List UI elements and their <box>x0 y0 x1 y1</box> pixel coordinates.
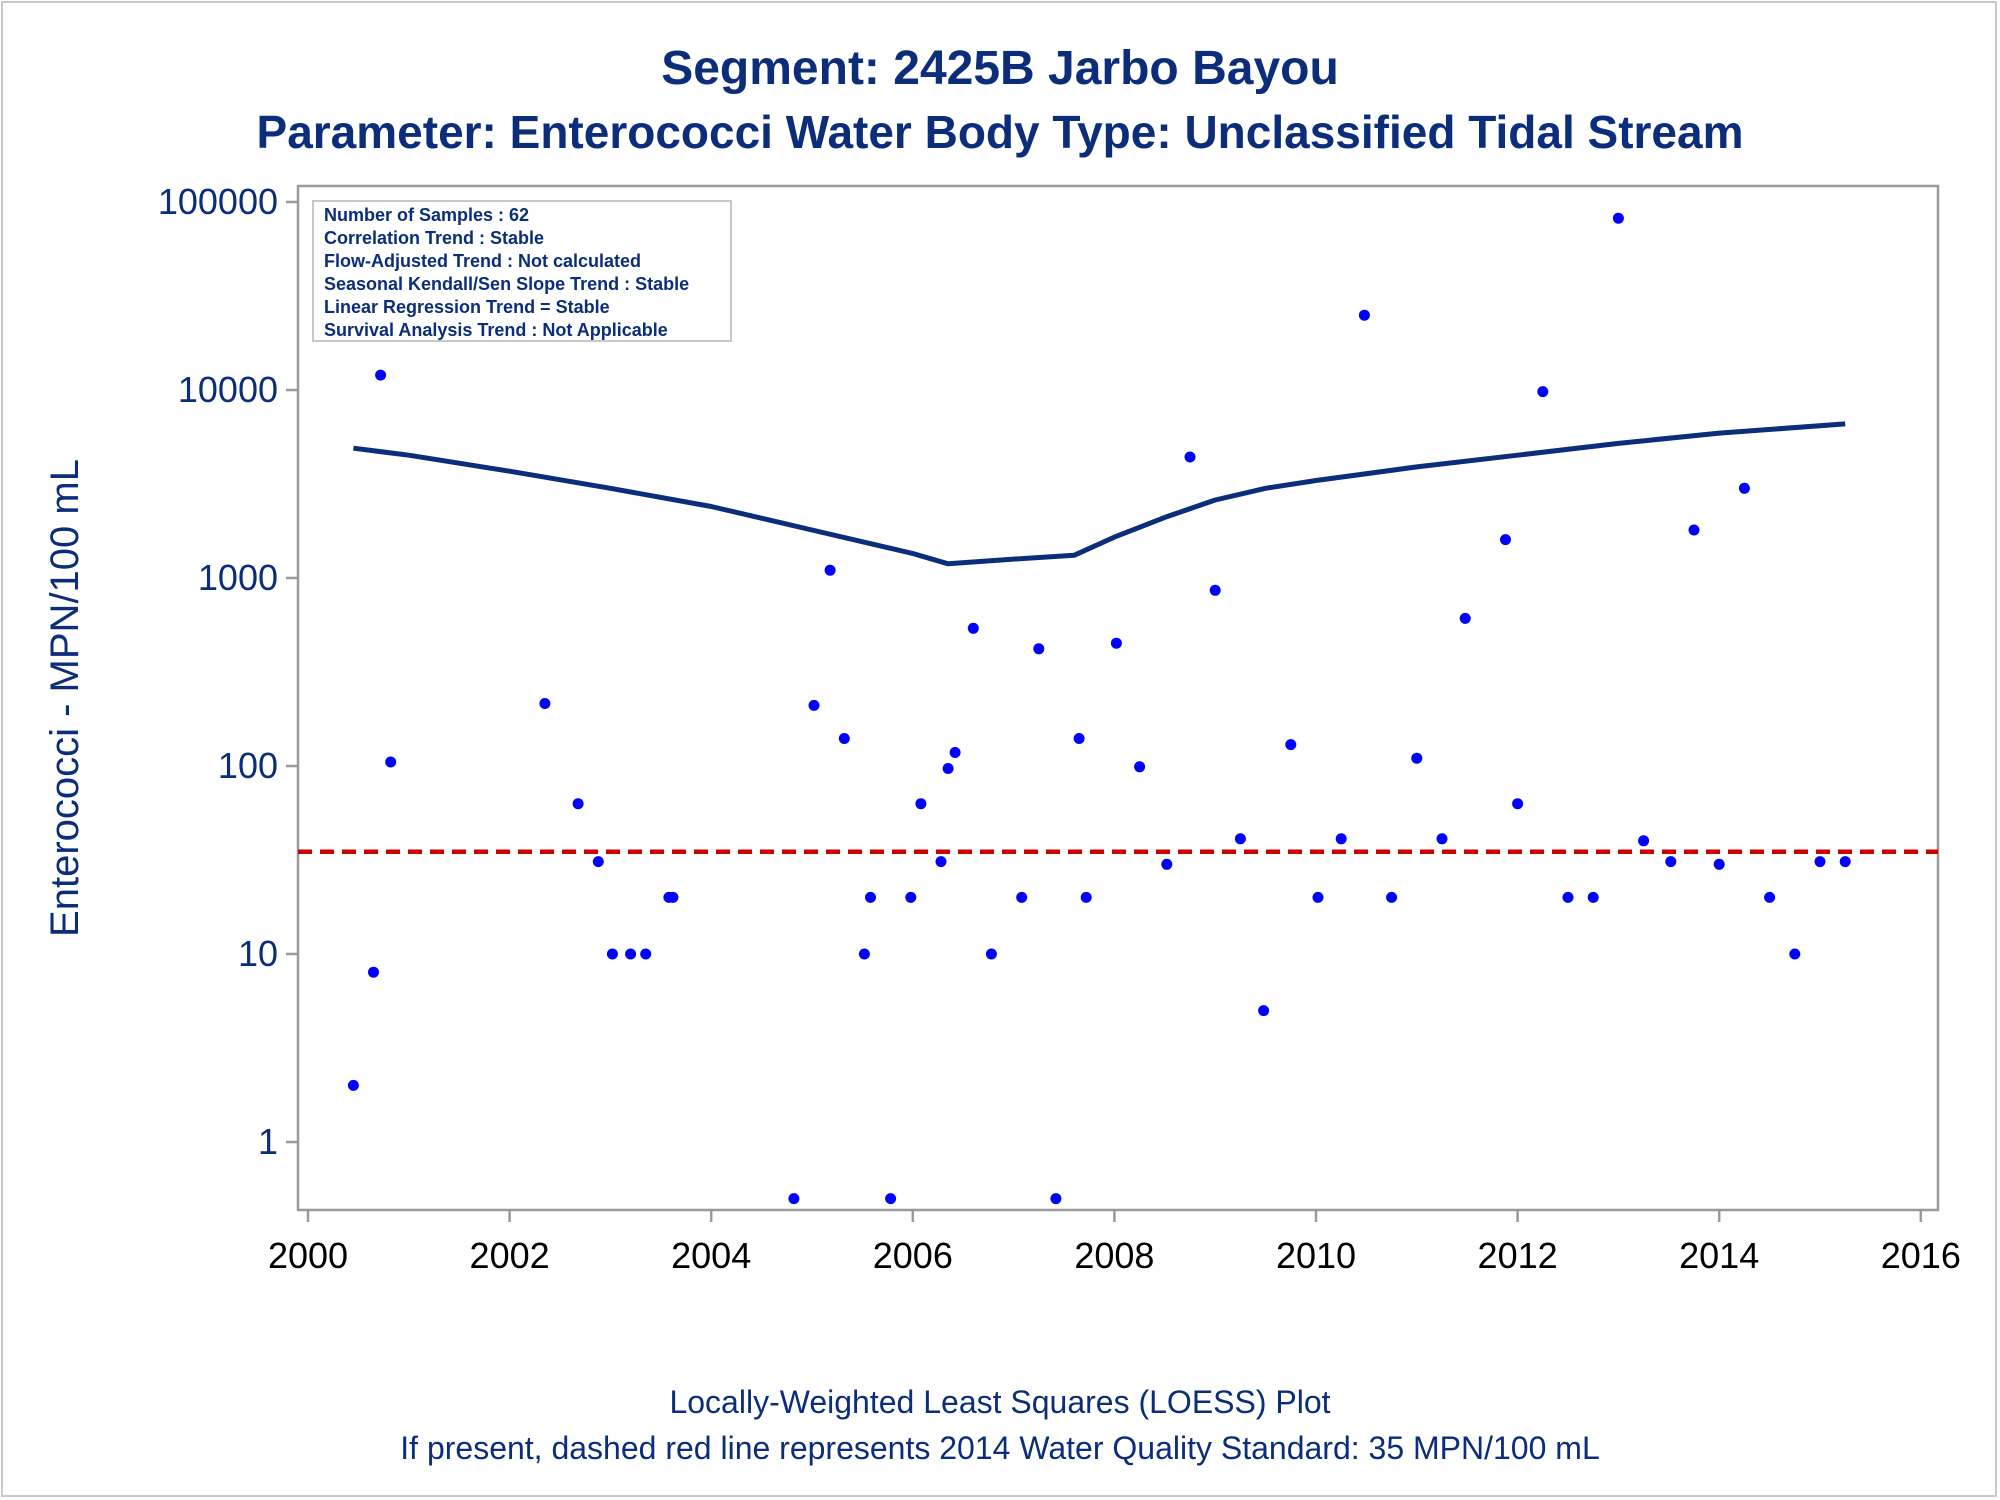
sample-point <box>1500 534 1511 546</box>
sample-point <box>1073 733 1085 744</box>
sample-point <box>375 369 387 381</box>
chart-title: Segment: 2425B Jarbo Bayou <box>661 42 1339 95</box>
sample-point <box>625 948 637 960</box>
sample-point <box>1234 833 1246 845</box>
sample-point <box>1110 637 1122 649</box>
sample-point <box>539 698 551 709</box>
loess-curve <box>353 421 1846 567</box>
sample-point <box>1688 524 1700 536</box>
sample-point <box>1764 891 1776 903</box>
footnote-standard: If present, dashed red line represents 2… <box>400 1430 1599 1466</box>
sample-point <box>1839 856 1851 868</box>
sample-point <box>1436 833 1448 845</box>
sample-point <box>1209 584 1221 596</box>
sample-point <box>640 948 652 960</box>
y-tick-label: 10 <box>238 933 278 974</box>
sample-point <box>1789 948 1801 960</box>
sample-point <box>1665 856 1677 868</box>
sample-point <box>1638 835 1650 847</box>
sample-point <box>949 747 961 758</box>
sample-point <box>385 756 397 768</box>
sample-point <box>1050 1193 1062 1205</box>
plot-area-border <box>296 184 1940 1212</box>
x-tick-label: 2008 <box>1074 1235 1154 1276</box>
sample-point <box>905 891 917 903</box>
sample-point <box>1134 761 1146 773</box>
y-axis: Enterococci - MPN/100 mL 1 10 100 1000 10000… <box>43 181 298 1162</box>
stats-line-samples: Number of Samples : 62 <box>324 205 529 225</box>
x-tick-label: 2000 <box>268 1235 348 1276</box>
sample-point <box>1738 482 1750 494</box>
sample-point <box>935 856 947 868</box>
sample-point <box>572 798 584 810</box>
sample-point <box>368 966 379 978</box>
stats-line-flow-adjusted: Flow-Adjusted Trend : Not calculated <box>324 251 641 271</box>
sample-point <box>1358 309 1370 321</box>
sample-point <box>942 763 954 774</box>
x-tick-label: 2016 <box>1881 1235 1961 1276</box>
chart-subtitle: Parameter: Enterococci Water Body Type: … <box>257 106 1744 158</box>
y-tick-label: 100 <box>218 745 278 786</box>
sample-point <box>1713 858 1725 870</box>
sample-point <box>985 948 997 960</box>
sample-point <box>788 1193 800 1205</box>
sample-point <box>858 948 870 960</box>
sample-point <box>1335 833 1347 845</box>
sample-point <box>838 733 850 744</box>
y-axis-title: Enterococci - MPN/100 mL <box>43 459 87 937</box>
sample-point <box>1016 891 1028 903</box>
sample-point <box>1587 891 1599 903</box>
stats-box-frame <box>312 200 732 342</box>
sample-point <box>347 1079 359 1091</box>
sample-point <box>1184 451 1196 463</box>
y-tick-label: 1 <box>258 1121 278 1162</box>
y-tick-label: 100000 <box>158 181 278 222</box>
sample-point <box>606 948 618 960</box>
sample-point <box>865 891 876 903</box>
sample-point <box>1386 891 1398 903</box>
x-tick-label: 2002 <box>470 1235 550 1276</box>
sample-point <box>967 622 979 634</box>
x-tick-label: 2004 <box>671 1235 751 1276</box>
sample-point <box>1562 891 1574 903</box>
sample-point <box>885 1193 897 1205</box>
sample-point <box>1258 1005 1270 1017</box>
sample-point <box>1080 891 1092 903</box>
stats-line-survival: Survival Analysis Trend : Not Applicable <box>324 320 668 340</box>
sample-point <box>1312 891 1324 903</box>
sample-point <box>1033 643 1045 655</box>
sample-point <box>1459 612 1471 624</box>
x-tick-label: 2014 <box>1679 1235 1759 1276</box>
trend-stats-box: Number of Samples : 62 Correlation Trend… <box>312 200 732 342</box>
sample-point <box>1814 856 1826 868</box>
footnote-loess: Locally-Weighted Least Squares (LOESS) P… <box>669 1384 1330 1420</box>
sample-point <box>1512 798 1524 810</box>
sample-point <box>915 798 927 810</box>
sample-point <box>1537 386 1549 398</box>
sample-point <box>592 856 604 868</box>
stats-line-correlation: Correlation Trend : Stable <box>324 228 544 248</box>
sample-point <box>808 699 820 711</box>
stats-line-seasonal-kendall: Seasonal Kendall/Sen Slope Trend : Stabl… <box>324 274 689 294</box>
x-tick-label: 2010 <box>1276 1235 1356 1276</box>
sample-point <box>1612 212 1624 224</box>
y-tick-label: 1000 <box>198 557 278 598</box>
y-tick-label: 10000 <box>178 369 278 410</box>
stats-line-linear-regression: Linear Regression Trend = Stable <box>324 297 610 317</box>
sample-point <box>1411 752 1423 764</box>
x-tick-label: 2012 <box>1478 1235 1558 1276</box>
sample-point <box>1285 739 1297 751</box>
x-axis: 2000 2002 2004 2006 2008 2010 2012 2014 2016 <box>268 1210 1961 1276</box>
sample-points <box>347 212 1851 1205</box>
sample-point <box>667 891 679 903</box>
x-tick-label: 2006 <box>873 1235 953 1276</box>
sample-point <box>824 564 836 576</box>
sample-point <box>1161 858 1173 870</box>
